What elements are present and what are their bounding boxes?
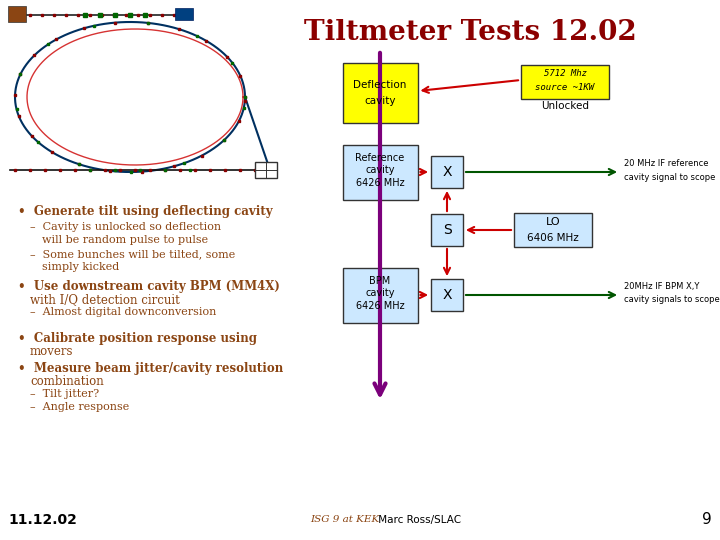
Text: –  Angle response: – Angle response xyxy=(30,402,130,412)
FancyBboxPatch shape xyxy=(431,156,463,188)
Text: will be random pulse to pulse: will be random pulse to pulse xyxy=(42,235,208,245)
Text: •  Generate tilt using deflecting cavity: • Generate tilt using deflecting cavity xyxy=(18,205,273,218)
FancyBboxPatch shape xyxy=(343,145,418,199)
Text: 9: 9 xyxy=(702,512,712,528)
Text: cavity signals to scope: cavity signals to scope xyxy=(624,295,720,305)
FancyBboxPatch shape xyxy=(514,213,592,247)
Text: movers: movers xyxy=(30,345,73,358)
Text: LO: LO xyxy=(546,217,560,227)
Text: Unlocked: Unlocked xyxy=(541,101,589,111)
Text: –  Some bunches will be tilted, some: – Some bunches will be tilted, some xyxy=(30,249,235,259)
FancyBboxPatch shape xyxy=(521,65,609,99)
Bar xyxy=(8,6,26,22)
Text: •  Measure beam jitter/cavity resolution: • Measure beam jitter/cavity resolution xyxy=(18,362,283,375)
Text: •  Calibrate position response using: • Calibrate position response using xyxy=(18,332,257,345)
Text: simply kicked: simply kicked xyxy=(42,262,120,272)
Text: cavity: cavity xyxy=(364,96,396,106)
Text: source ~1KW: source ~1KW xyxy=(536,84,595,92)
Text: 20 MHz IF reference: 20 MHz IF reference xyxy=(624,159,708,167)
Text: S: S xyxy=(443,223,451,237)
Text: 5712 Mhz: 5712 Mhz xyxy=(544,70,587,78)
Text: •  Use downstream cavity BPM (MM4X): • Use downstream cavity BPM (MM4X) xyxy=(18,280,280,293)
Text: cavity signal to scope: cavity signal to scope xyxy=(624,172,716,181)
FancyBboxPatch shape xyxy=(431,279,463,311)
Text: cavity: cavity xyxy=(365,288,395,298)
Text: –  Almost digital downconversion: – Almost digital downconversion xyxy=(30,307,217,317)
Text: cavity: cavity xyxy=(365,165,395,175)
Text: Deflection: Deflection xyxy=(354,80,407,90)
Text: X: X xyxy=(442,165,451,179)
Text: combination: combination xyxy=(30,375,104,388)
FancyBboxPatch shape xyxy=(255,162,277,178)
Text: BPM: BPM xyxy=(369,276,391,286)
FancyBboxPatch shape xyxy=(431,214,463,246)
Text: X: X xyxy=(442,288,451,302)
Text: ISG 9 at KEK: ISG 9 at KEK xyxy=(310,516,379,524)
Text: Reference: Reference xyxy=(356,153,405,163)
Text: –  Cavity is unlocked so deflection: – Cavity is unlocked so deflection xyxy=(30,222,221,232)
FancyBboxPatch shape xyxy=(343,63,418,123)
Bar xyxy=(175,8,193,20)
Text: –  Tilt jitter?: – Tilt jitter? xyxy=(30,389,99,399)
Text: 6426 MHz: 6426 MHz xyxy=(356,301,405,311)
FancyBboxPatch shape xyxy=(343,267,418,322)
Text: Marc Ross/SLAC: Marc Ross/SLAC xyxy=(375,515,461,525)
Text: 20MHz IF BPM X,Y: 20MHz IF BPM X,Y xyxy=(624,281,699,291)
Text: with I/Q detection circuit: with I/Q detection circuit xyxy=(30,293,180,306)
Text: 6426 MHz: 6426 MHz xyxy=(356,178,405,188)
Text: 6406 MHz: 6406 MHz xyxy=(527,233,579,243)
Text: 11.12.02: 11.12.02 xyxy=(8,513,77,527)
Text: Tiltmeter Tests 12.02: Tiltmeter Tests 12.02 xyxy=(304,18,636,45)
